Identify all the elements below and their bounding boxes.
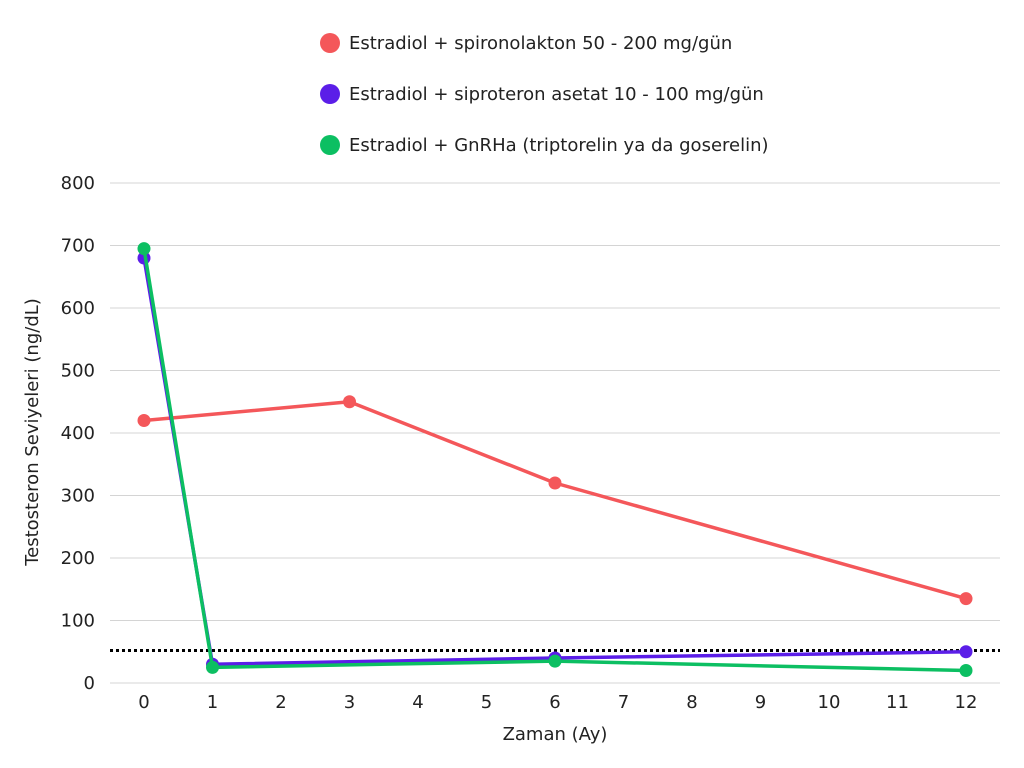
legend-label: Estradiol + GnRHa (triptorelin ya da gos… — [349, 135, 769, 156]
x-tick-label: 1 — [207, 692, 218, 713]
y-tick-label: 500 — [61, 361, 95, 382]
legend-marker — [320, 33, 340, 53]
data-point — [959, 664, 973, 677]
data-point — [343, 395, 356, 409]
y-tick-label: 700 — [61, 236, 95, 257]
series-line — [142, 246, 968, 673]
x-tick-label: 4 — [412, 692, 423, 713]
y-axis-title: Testosteron Seviyeleri (ng/dL) — [22, 298, 43, 567]
series-layer — [137, 242, 973, 677]
legend-label: Estradiol + siproteron asetat 10 - 100 m… — [349, 84, 764, 105]
x-tick-label: 11 — [886, 692, 909, 713]
data-point — [137, 242, 151, 256]
series-2 — [137, 251, 973, 671]
legend-item: Estradiol + GnRHa (triptorelin ya da gos… — [320, 135, 769, 156]
y-tick-label: 600 — [61, 298, 95, 319]
y-tick-label: 300 — [61, 486, 95, 507]
x-tick-label: 8 — [686, 692, 697, 713]
series-3 — [137, 242, 973, 677]
data-point — [548, 654, 562, 668]
legend: Estradiol + spironolakton 50 - 200 mg/gü… — [320, 33, 769, 156]
data-point — [137, 414, 151, 427]
y-tick-label: 400 — [61, 423, 95, 444]
x-tick-label: 7 — [618, 692, 629, 713]
grid — [110, 182, 1000, 684]
legend-item: Estradiol + siproteron asetat 10 - 100 m… — [320, 84, 764, 105]
series-line — [142, 400, 968, 601]
y-tick-label: 0 — [84, 673, 95, 694]
x-tick-label: 0 — [138, 692, 149, 713]
y-tick-label: 100 — [61, 611, 95, 632]
legend-item: Estradiol + spironolakton 50 - 200 mg/gü… — [320, 33, 732, 54]
legend-marker — [320, 135, 340, 155]
x-tick-label: 6 — [549, 692, 560, 713]
series-line — [142, 256, 968, 667]
legend-marker — [320, 84, 340, 104]
data-point — [548, 476, 562, 490]
y-tick-label: 200 — [61, 548, 95, 569]
data-point — [959, 645, 973, 659]
x-axis-title: Zaman (Ay) — [503, 724, 608, 745]
data-point — [206, 660, 219, 674]
x-tick-label: 2 — [275, 692, 286, 713]
series-1 — [137, 395, 973, 606]
data-point — [959, 592, 973, 606]
y-tick-label: 800 — [61, 173, 95, 194]
x-tick-label: 9 — [755, 692, 766, 713]
x-tick-label: 3 — [344, 692, 355, 713]
x-tick-label: 10 — [818, 692, 841, 713]
legend-label: Estradiol + spironolakton 50 - 200 mg/gü… — [349, 33, 732, 54]
x-tick-label: 5 — [481, 692, 492, 713]
x-tick-label: 12 — [955, 692, 978, 713]
